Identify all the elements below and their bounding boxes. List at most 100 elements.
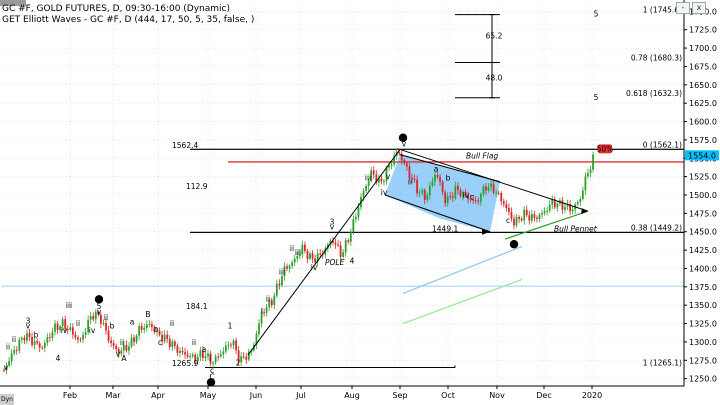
candle-body — [102, 323, 105, 325]
candle-body — [130, 337, 133, 347]
y-tick-label: 1675.0 — [689, 62, 717, 71]
wave-label: b — [446, 173, 451, 182]
candle-body — [393, 155, 396, 165]
candle-body — [179, 350, 181, 353]
candle-body — [579, 199, 582, 202]
fib-label: 0.38 (1449.2) — [631, 223, 682, 232]
candle-body — [426, 195, 429, 200]
wave-label: iii — [365, 173, 371, 182]
left-level-1449: 1449.1 — [432, 224, 458, 233]
candle-body — [406, 163, 408, 167]
candle-body — [268, 299, 271, 308]
candle-body — [94, 311, 97, 320]
wave-label: v — [402, 140, 407, 149]
candle-body — [263, 312, 265, 314]
candle-body — [485, 186, 487, 191]
wave-label: ii — [6, 342, 10, 351]
y-tick-label: 1375.0 — [689, 283, 717, 292]
pole-label: POLE — [325, 258, 345, 267]
y-tick-label: 1350.0 — [689, 301, 717, 310]
candle-body — [467, 195, 469, 200]
candle-body — [242, 356, 245, 358]
candle-body — [186, 354, 189, 357]
candle-body — [566, 204, 569, 207]
circled-wave: 1 — [94, 295, 104, 304]
wave-label: ii — [192, 338, 196, 347]
candle-body — [288, 265, 291, 269]
candle-body — [380, 178, 383, 182]
dynamic-tab[interactable]: Dyn — [0, 394, 14, 405]
candle-body — [385, 167, 388, 182]
candle-body — [8, 361, 10, 366]
candle-body — [451, 196, 454, 198]
wave-label: iv — [311, 263, 318, 272]
candle-body — [209, 353, 212, 364]
circled-wave-number: 4 — [511, 240, 516, 249]
candle-body — [520, 218, 523, 221]
minimize-button[interactable]: - — [676, 2, 690, 14]
x-tick-label: Jul — [295, 391, 306, 400]
candle-body — [56, 323, 59, 330]
candle-body — [212, 362, 214, 364]
measure-label-2: 48.0 — [486, 73, 503, 82]
candle-body — [161, 335, 163, 342]
wave-label: c — [210, 366, 214, 375]
circled-wave-marker — [398, 133, 408, 142]
candle-body — [71, 327, 74, 335]
candle-body — [449, 195, 452, 197]
candle-body — [74, 334, 77, 338]
candle-body — [87, 319, 90, 332]
wave-label: ii — [12, 335, 16, 344]
candle-body — [66, 329, 69, 331]
wave-label: iv — [381, 188, 388, 197]
close-button[interactable]: x — [692, 2, 706, 14]
candle-body — [189, 356, 192, 358]
candle-body — [311, 253, 314, 259]
candle-body — [230, 344, 232, 346]
candle-body — [411, 177, 413, 180]
candle-body — [84, 331, 87, 335]
candle-body — [301, 244, 304, 255]
candle-body — [314, 258, 316, 263]
wave-label: a — [154, 325, 159, 334]
wave-label: A — [121, 354, 127, 363]
candle-body — [349, 231, 352, 242]
candle-body — [5, 365, 8, 371]
candle-body — [79, 339, 82, 341]
candle-body — [505, 204, 508, 208]
x-tick-label: May — [200, 391, 217, 400]
candle-body — [344, 240, 347, 253]
candle-body — [462, 191, 464, 197]
last-price-label: 1554.0 — [688, 151, 716, 160]
x-tick-label: Dec — [536, 391, 551, 400]
candle-body — [518, 216, 520, 219]
candle-body — [247, 351, 250, 360]
candle-body — [587, 173, 589, 177]
blue-marker: 5 — [594, 93, 599, 102]
candle-body — [128, 346, 130, 351]
candle-body — [556, 203, 559, 208]
wave-label: i — [261, 307, 263, 316]
candle-body — [125, 344, 128, 351]
wave-label: v — [26, 322, 31, 331]
pennant-arrow — [581, 208, 588, 215]
candle-body — [77, 337, 79, 340]
candle-body — [3, 369, 5, 371]
candle-body — [413, 179, 416, 181]
wave-label: c — [470, 192, 474, 201]
wave-label: v — [4, 363, 9, 372]
candle-body — [592, 154, 594, 170]
wave-label: i — [209, 354, 211, 363]
circled-wave-marker — [94, 295, 104, 304]
candle-body — [100, 314, 102, 324]
wave-label: a — [434, 164, 439, 173]
candle-body — [10, 353, 13, 362]
candle-body — [316, 253, 319, 263]
candle-body — [181, 350, 184, 353]
candle-body — [479, 194, 482, 202]
candle-body — [576, 201, 579, 205]
candle-body — [196, 357, 199, 361]
candle-body — [293, 258, 296, 263]
